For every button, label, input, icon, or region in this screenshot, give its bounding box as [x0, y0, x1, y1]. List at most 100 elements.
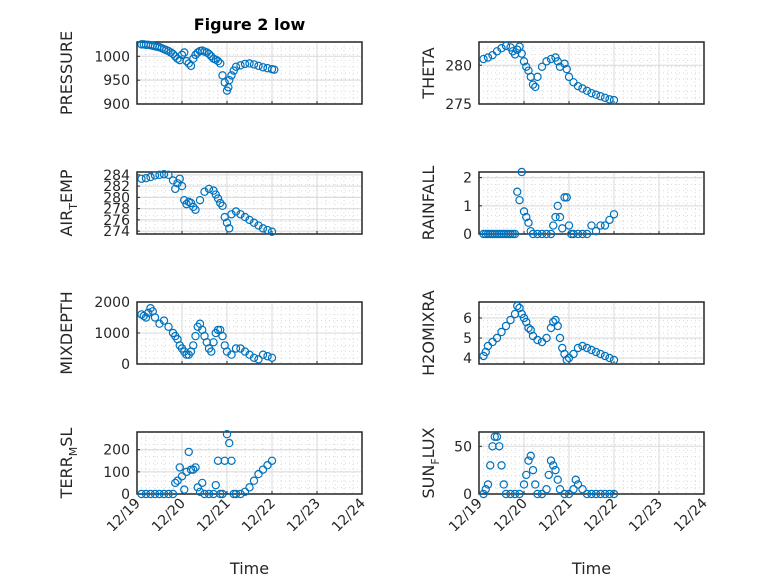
- data-point: [549, 221, 558, 230]
- x-tick-label: 12/21: [194, 496, 234, 536]
- x-tick-label: 12/23: [284, 496, 324, 536]
- data-point: [227, 210, 236, 219]
- data-point: [497, 44, 506, 53]
- data-point: [573, 343, 583, 353]
- data-point: [517, 309, 526, 319]
- data-point: [141, 173, 151, 183]
- data-point: [263, 225, 272, 235]
- data-point: [553, 321, 562, 331]
- axes-box: [136, 431, 363, 495]
- x-axis-label: Time: [229, 559, 269, 578]
- data-point: [510, 229, 520, 239]
- figure-title: Figure 2 low: [194, 15, 306, 34]
- data-point: [159, 489, 169, 499]
- data-point: [249, 60, 259, 69]
- data-series: [479, 301, 619, 365]
- data-point: [564, 489, 574, 499]
- data-point: [591, 489, 601, 499]
- y-axis-label: PRESSURE: [57, 31, 76, 115]
- data-point: [508, 229, 517, 239]
- data-point: [200, 489, 209, 499]
- data-point: [524, 456, 533, 465]
- data-point: [587, 88, 596, 98]
- data-point: [492, 333, 502, 343]
- y-axis-label: AIRTEMP: [57, 169, 80, 236]
- data-point: [231, 62, 241, 72]
- data-point: [501, 489, 511, 499]
- data-point: [258, 350, 268, 359]
- axes-box: [478, 171, 705, 235]
- data-point: [501, 41, 511, 51]
- data-point: [258, 63, 268, 72]
- data-point: [591, 226, 601, 236]
- data-point: [519, 480, 529, 489]
- data-point: [184, 59, 193, 68]
- y-tick-label: 50: [454, 439, 472, 455]
- data-series: [479, 41, 619, 105]
- data-point: [578, 229, 587, 239]
- data-point: [515, 489, 524, 499]
- x-tick-label: 12/20: [491, 496, 531, 536]
- y-tick-label: 900: [103, 97, 130, 113]
- data-point: [186, 61, 196, 71]
- data-point: [216, 59, 225, 68]
- data-point: [479, 351, 488, 361]
- data-series: [137, 304, 277, 364]
- data-point: [562, 64, 571, 74]
- data-point: [258, 465, 268, 474]
- data-point: [191, 463, 200, 472]
- data-point: [141, 313, 151, 322]
- data-point: [236, 61, 245, 70]
- data-point: [562, 193, 571, 202]
- data-point: [227, 350, 236, 359]
- data-point: [137, 489, 146, 499]
- data-point: [591, 347, 601, 357]
- data-point: [483, 53, 493, 62]
- data-point: [175, 463, 184, 472]
- data-point: [533, 72, 542, 82]
- y-axis-label: MIXDEPTH: [57, 291, 76, 374]
- data-point: [231, 489, 241, 499]
- data-point: [175, 174, 184, 183]
- axes-box: [478, 431, 705, 495]
- data-point: [573, 480, 583, 489]
- data-point: [533, 229, 542, 239]
- data-point: [544, 470, 553, 480]
- data-point: [204, 489, 214, 499]
- y-axis-label: SUNFLUX: [419, 427, 442, 498]
- subplot-2: 275 280 THETA: [419, 41, 705, 113]
- data-point: [560, 193, 569, 202]
- y-tick-label: 1000: [94, 49, 130, 65]
- y-tick-label: 2: [463, 171, 472, 187]
- data-point: [240, 212, 250, 222]
- data-point: [506, 489, 515, 499]
- y-tick-label: 280: [103, 190, 130, 206]
- y-tick-label: 2000: [94, 295, 130, 311]
- data-point: [479, 489, 488, 499]
- data-point: [240, 487, 250, 496]
- data-point: [522, 470, 531, 480]
- data-point: [245, 59, 254, 68]
- y-tick-label: 0: [121, 357, 130, 373]
- y-axis-label: THETA: [419, 47, 438, 99]
- data-point: [258, 224, 268, 233]
- data-point: [267, 456, 277, 465]
- data-point: [191, 205, 200, 214]
- data-point: [513, 301, 522, 311]
- data-point: [180, 485, 189, 494]
- data-point: [549, 461, 558, 470]
- data-point: [150, 171, 160, 180]
- data-point: [249, 353, 259, 362]
- data-point: [184, 447, 193, 457]
- data-point: [186, 465, 196, 474]
- data-series: [137, 430, 277, 499]
- data-point: [254, 61, 263, 71]
- axes-box: [478, 301, 705, 365]
- data-point: [492, 432, 502, 441]
- data-point: [551, 465, 560, 475]
- data-point: [263, 352, 272, 361]
- data-point: [231, 207, 241, 216]
- y-tick-label: 4: [463, 351, 472, 367]
- data-point: [225, 438, 234, 448]
- data-point: [227, 71, 236, 80]
